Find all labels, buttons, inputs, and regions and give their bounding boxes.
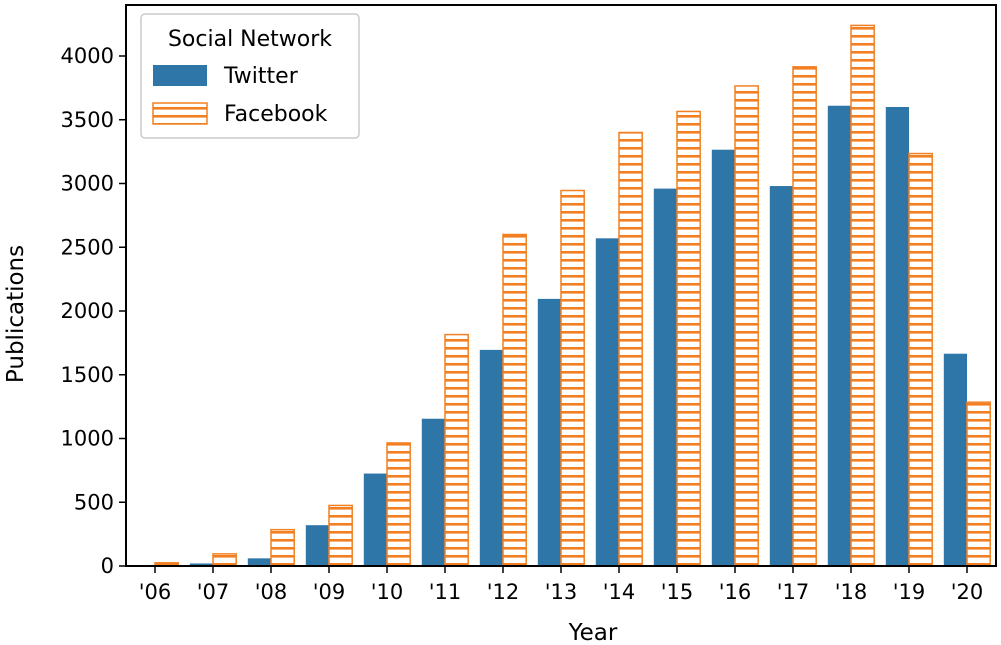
- x-tick-label: '17: [777, 580, 810, 604]
- x-tick-label: '10: [371, 580, 404, 604]
- bar-facebook-20: [966, 401, 991, 567]
- bar-twitter-16: [711, 149, 735, 566]
- x-tick-label: '14: [603, 580, 636, 604]
- y-tick-label: 3500: [61, 108, 114, 132]
- legend-swatch-twitter: [153, 65, 207, 86]
- bar-twitter-10: [363, 473, 387, 566]
- axes-layer: '06 '07 '08 '09 '10 '11 '12 '13 '14 '15 '16 '17 '18 '…: [61, 44, 984, 604]
- x-tick-label: '18: [835, 580, 868, 604]
- bar-twitter-09: [305, 525, 329, 566]
- bar-twitter-19: [885, 107, 909, 566]
- y-tick-label: 2000: [61, 299, 114, 323]
- y-tick-label: 4000: [61, 44, 114, 68]
- bar-twitter-14: [595, 238, 619, 566]
- y-tick-label: 3000: [61, 172, 114, 196]
- x-tick-label: '06: [139, 580, 172, 604]
- x-tick-label: '09: [313, 580, 346, 604]
- x-tick-label: '13: [545, 580, 578, 604]
- bar-facebook-17: [792, 66, 817, 567]
- x-tick-label: '16: [719, 580, 752, 604]
- y-tick-label: 1000: [61, 427, 114, 451]
- bar-twitter-15: [653, 188, 677, 566]
- legend-label-twitter: Twitter: [223, 64, 299, 89]
- bar-facebook-11: [444, 333, 469, 567]
- x-tick-label: '20: [951, 580, 984, 604]
- legend-swatch-facebook: [152, 102, 208, 125]
- x-tick-label: '07: [197, 580, 230, 604]
- legend-title: Social Network: [168, 27, 332, 52]
- bar-twitter-20: [943, 353, 967, 566]
- bar-twitter-18: [827, 105, 851, 566]
- y-tick-label: 0: [101, 554, 114, 578]
- bar-facebook-16: [734, 85, 759, 567]
- x-tick-label: '12: [487, 580, 520, 604]
- bar-facebook-08: [270, 528, 295, 567]
- bar-twitter-17: [769, 186, 793, 567]
- y-axis-title: Publications: [3, 245, 29, 383]
- x-tick-label: '19: [893, 580, 926, 604]
- y-tick-label: 1500: [61, 363, 114, 387]
- bars-layer: [131, 24, 991, 567]
- bar-twitter-08: [247, 558, 271, 566]
- bar-facebook-09: [328, 504, 353, 567]
- bar-facebook-07: [212, 553, 237, 567]
- y-tick-label: 500: [74, 490, 114, 514]
- bar-facebook-18: [850, 24, 875, 567]
- x-tick-label: '15: [661, 580, 694, 604]
- bar-twitter-07: [189, 563, 213, 566]
- bar-facebook-19: [908, 152, 933, 567]
- x-tick-label: '08: [255, 580, 288, 604]
- bar-facebook-15: [676, 110, 701, 567]
- bar-twitter-13: [537, 298, 561, 566]
- legend-label-facebook: Facebook: [224, 102, 328, 127]
- y-tick-label: 2500: [61, 235, 114, 259]
- x-tick-label: '11: [429, 580, 462, 604]
- bar-facebook-10: [386, 442, 411, 567]
- bar-facebook-14: [618, 131, 643, 567]
- bar-facebook-13: [560, 189, 585, 567]
- legend: Social Network Twitter Facebook: [140, 13, 360, 139]
- bar-twitter-11: [421, 418, 445, 566]
- bar-facebook-12: [502, 233, 527, 567]
- x-axis-title: Year: [568, 620, 618, 645]
- bar-twitter-12: [479, 349, 503, 566]
